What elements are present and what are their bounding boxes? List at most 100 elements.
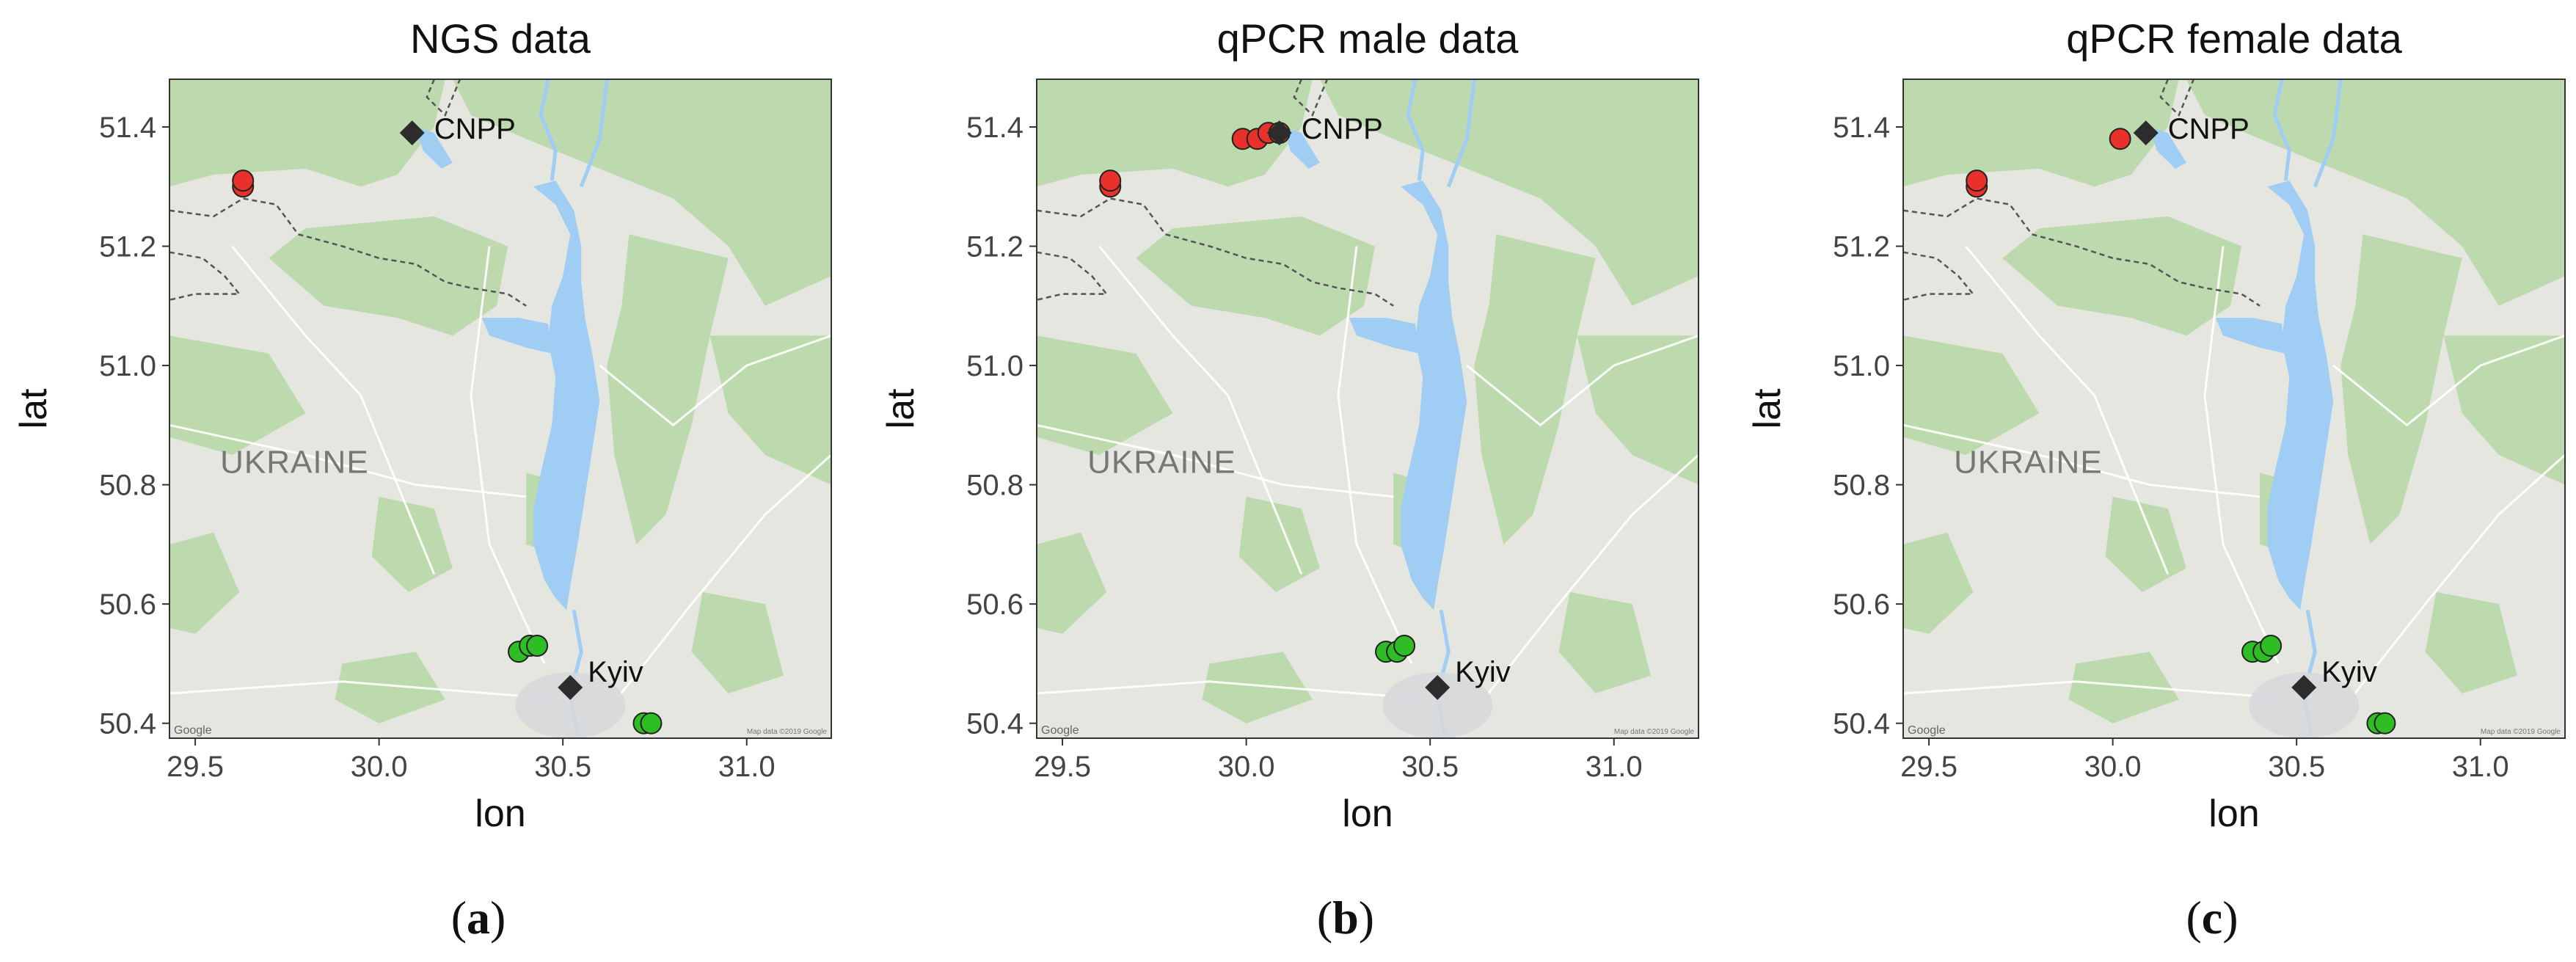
y-tick-label: 51.4	[966, 112, 1024, 144]
zone-border	[169, 197, 527, 307]
river-line	[2272, 79, 2291, 181]
river-line	[539, 79, 558, 181]
red-sample-point	[1099, 170, 1122, 192]
forest-area	[691, 591, 784, 693]
cooling-pond	[1282, 127, 1320, 169]
site-label-kyiv: Kyiv	[1455, 656, 1511, 688]
forest-area	[269, 216, 508, 336]
kyiv-reservoir	[2267, 181, 2334, 611]
forest-area	[1903, 335, 2040, 455]
site-label-kyiv: Kyiv	[588, 656, 643, 688]
cooling-pond	[2149, 127, 2186, 169]
map-panel-a: UKRAINE Google Map data ©2019 Google CNPP Ky…	[12, 15, 832, 944]
river-line	[1406, 79, 1425, 181]
x-tick-label: 30.0	[1218, 751, 1275, 783]
x-tick-label: 29.5	[1034, 751, 1091, 783]
site-label-cnpp: CNPP	[2168, 113, 2250, 145]
y-tick-label: 50.8	[966, 470, 1024, 502]
x-tick-label: 29.5	[167, 751, 224, 783]
site-marker-kyiv	[2291, 674, 2317, 700]
forest-area	[1202, 652, 1313, 724]
red-sample-point	[232, 170, 255, 192]
y-axis-title: lat	[880, 388, 922, 429]
road-line	[2340, 453, 2565, 713]
forest-area	[2186, 79, 2565, 306]
panel-caption-letter: b	[1332, 892, 1359, 944]
basemap: UKRAINE Google Map data ©2019 Google	[1903, 79, 2565, 738]
river-line	[579, 79, 609, 188]
reservoir-arm	[2215, 318, 2286, 354]
road-line	[1098, 245, 1303, 575]
kyiv-urban-area	[515, 672, 626, 738]
forest-area	[2340, 234, 2462, 544]
x-tick-label: 30.5	[1401, 751, 1459, 783]
zone-border	[1037, 197, 1394, 307]
map-attribution-data: Map data ©2019 Google	[1614, 728, 1695, 736]
forest-area	[1037, 532, 1107, 634]
forest-area	[452, 79, 831, 306]
road-line	[1965, 245, 2170, 575]
y-tick-label: 50.6	[99, 589, 156, 621]
site-label-cnpp: CNPP	[1302, 113, 1383, 145]
forest-area	[709, 335, 831, 485]
y-tick-label: 51.2	[99, 231, 156, 263]
map-attribution-google: Google	[174, 724, 212, 737]
site-marker-kyiv	[1425, 674, 1451, 700]
zone-border	[426, 79, 461, 117]
panel-frame	[1902, 79, 2566, 739]
forest-area	[335, 652, 445, 724]
forest-area	[607, 234, 729, 544]
map-attribution-google: Google	[1041, 724, 1079, 737]
x-axis-title: lon	[2208, 792, 2259, 835]
site-label-cnpp: CNPP	[434, 113, 516, 145]
x-tick-label: 30.0	[351, 751, 408, 783]
red-sample-point	[1966, 170, 1988, 192]
y-tick-label: 51.4	[1833, 112, 1890, 144]
site-label-kyiv: Kyiv	[2321, 656, 2377, 688]
road-line	[606, 453, 831, 713]
map-attribution-data: Map data ©2019 Google	[2481, 728, 2561, 736]
y-tick-label: 51.0	[99, 350, 156, 382]
y-tick-label: 50.6	[1833, 589, 1890, 621]
map-attribution-data: Map data ©2019 Google	[747, 728, 828, 736]
panel-caption: (b)	[1317, 892, 1374, 944]
zone-border	[1037, 251, 1109, 301]
kyiv-urban-area	[2249, 672, 2360, 738]
forest-area	[1558, 591, 1651, 693]
green-sample-point	[2260, 635, 2283, 657]
road-line	[1037, 423, 1394, 498]
y-tick-label: 51.0	[966, 350, 1024, 382]
site-marker-cnpp	[399, 120, 425, 146]
forest-area	[1903, 79, 2179, 187]
country-label: UKRAINE	[1954, 444, 2103, 480]
forest-area	[1037, 335, 1173, 455]
zone-border	[2159, 79, 2195, 117]
green-sample-point	[2374, 712, 2396, 735]
x-axis-title: lon	[475, 792, 525, 835]
y-axis-title: lat	[12, 388, 55, 429]
cooling-pond	[415, 127, 453, 169]
y-axis-title: lat	[1746, 388, 1789, 429]
zone-border	[169, 251, 241, 301]
forest-area	[1903, 532, 1974, 634]
country-label: UKRAINE	[220, 444, 369, 480]
y-tick-label: 51.2	[1833, 231, 1890, 263]
forest-area	[169, 532, 240, 634]
panel-frame	[1036, 79, 1699, 739]
panel-caption-letter: c	[2202, 892, 2222, 944]
road-line	[470, 246, 546, 665]
forest-area	[169, 79, 445, 187]
road-line	[1903, 423, 2261, 498]
river-line	[1446, 79, 1476, 188]
x-tick-label: 31.0	[718, 751, 776, 783]
forest-area	[1319, 79, 1699, 306]
panel-caption: (c)	[2186, 892, 2238, 944]
panel-title: NGS data	[410, 15, 591, 62]
zone-border	[1293, 79, 1329, 117]
panel-title: qPCR male data	[1217, 15, 1519, 62]
forest-area	[2425, 591, 2517, 693]
road-line	[169, 423, 527, 498]
zone-border	[1903, 251, 1975, 301]
forest-area	[2443, 335, 2565, 485]
